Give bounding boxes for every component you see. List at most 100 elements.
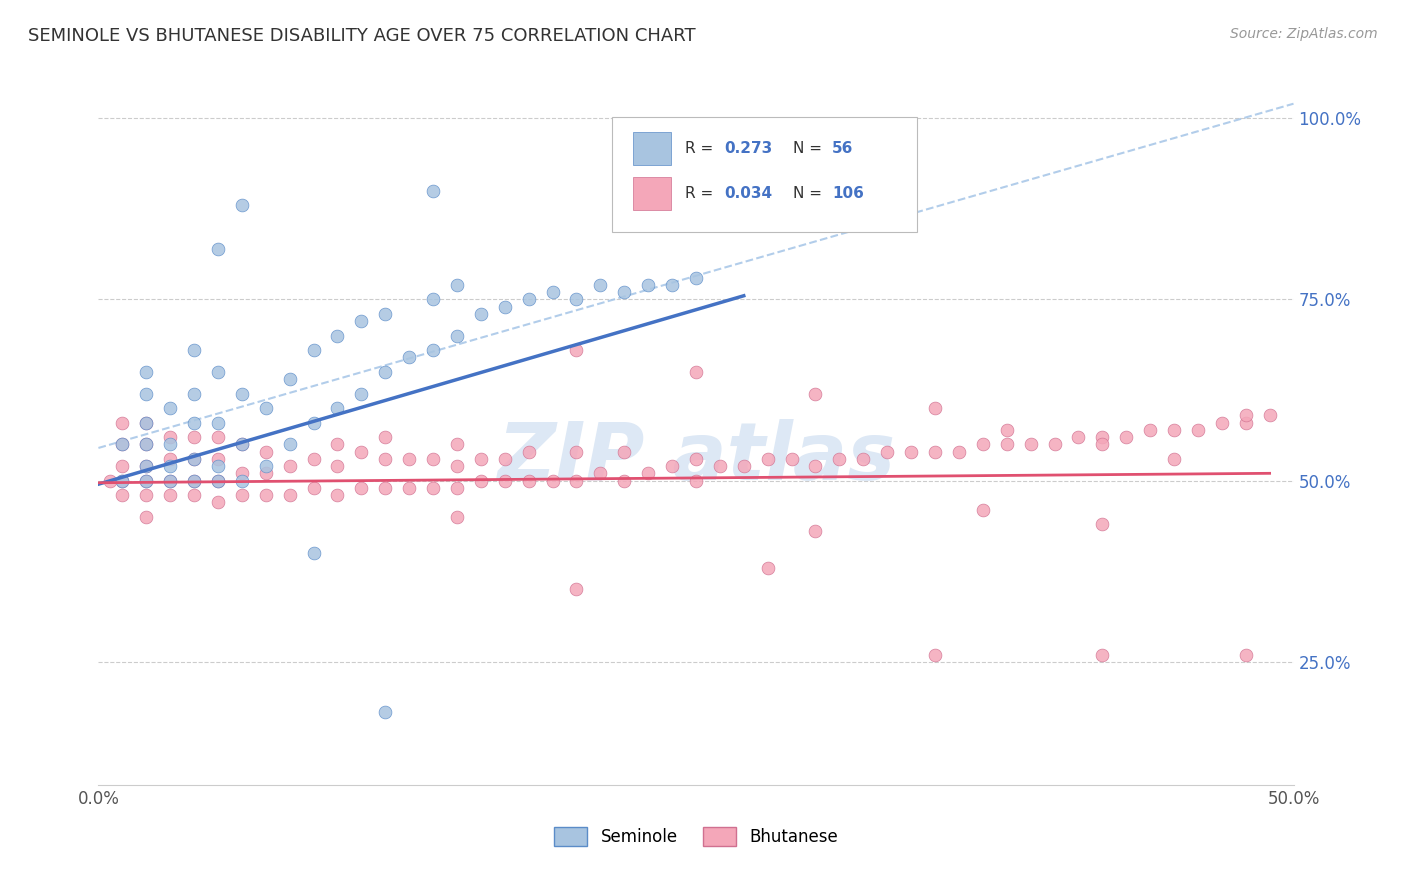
Point bbox=[207, 474, 229, 488]
Point bbox=[733, 458, 755, 473]
Point bbox=[135, 474, 157, 488]
Point bbox=[517, 474, 540, 488]
Point bbox=[231, 198, 253, 212]
Point bbox=[565, 343, 588, 358]
Text: N =: N = bbox=[793, 141, 827, 156]
Point bbox=[183, 430, 205, 444]
Point bbox=[254, 458, 277, 473]
Point bbox=[302, 451, 325, 466]
Point bbox=[159, 430, 181, 444]
Point bbox=[1019, 437, 1042, 451]
Point bbox=[231, 437, 253, 451]
Point bbox=[350, 314, 373, 328]
Point bbox=[183, 451, 205, 466]
Point bbox=[135, 458, 157, 473]
Point bbox=[948, 444, 970, 458]
Point bbox=[470, 474, 492, 488]
Point bbox=[159, 451, 181, 466]
Point bbox=[398, 451, 420, 466]
Point bbox=[111, 416, 134, 430]
Point bbox=[685, 451, 707, 466]
Point bbox=[446, 458, 468, 473]
Point bbox=[780, 451, 803, 466]
Point bbox=[254, 467, 277, 481]
Point bbox=[326, 488, 349, 502]
Point bbox=[470, 307, 492, 321]
Point bbox=[207, 458, 229, 473]
Point bbox=[995, 423, 1018, 437]
Point bbox=[1234, 648, 1257, 662]
Text: N =: N = bbox=[793, 186, 827, 201]
Point bbox=[207, 430, 229, 444]
Point bbox=[995, 437, 1018, 451]
Point bbox=[135, 488, 157, 502]
Point bbox=[565, 293, 588, 307]
Point bbox=[183, 416, 205, 430]
Point bbox=[135, 386, 157, 401]
Point bbox=[828, 451, 851, 466]
Point bbox=[326, 328, 349, 343]
Point bbox=[183, 343, 205, 358]
Point bbox=[374, 481, 396, 495]
Point bbox=[685, 365, 707, 379]
Point bbox=[470, 451, 492, 466]
Text: R =: R = bbox=[685, 141, 718, 156]
Point bbox=[494, 300, 516, 314]
FancyBboxPatch shape bbox=[613, 117, 917, 232]
Point bbox=[804, 386, 827, 401]
Text: 56: 56 bbox=[832, 141, 853, 156]
Point bbox=[111, 458, 134, 473]
Point bbox=[135, 416, 157, 430]
Point bbox=[613, 474, 636, 488]
Point bbox=[374, 430, 396, 444]
Point bbox=[350, 386, 373, 401]
Point bbox=[159, 401, 181, 416]
Point bbox=[924, 401, 946, 416]
Point bbox=[637, 277, 659, 292]
Point bbox=[135, 509, 157, 524]
Point bbox=[924, 444, 946, 458]
Point bbox=[111, 437, 134, 451]
Point bbox=[98, 474, 122, 488]
Legend: Seminole, Bhutanese: Seminole, Bhutanese bbox=[547, 821, 845, 853]
Point bbox=[398, 351, 420, 365]
Point bbox=[1258, 409, 1281, 423]
Point bbox=[207, 365, 229, 379]
Point bbox=[924, 648, 946, 662]
Point bbox=[972, 502, 994, 516]
Point bbox=[350, 444, 373, 458]
Point bbox=[541, 285, 564, 300]
Point bbox=[446, 481, 468, 495]
Point bbox=[278, 372, 301, 386]
Point bbox=[1091, 648, 1114, 662]
Point bbox=[326, 401, 349, 416]
Point bbox=[1187, 423, 1209, 437]
Point bbox=[111, 474, 134, 488]
Point bbox=[756, 560, 779, 574]
Point bbox=[422, 343, 444, 358]
Point bbox=[159, 474, 181, 488]
Text: 0.034: 0.034 bbox=[724, 186, 773, 201]
Point bbox=[446, 437, 468, 451]
Point bbox=[1234, 416, 1257, 430]
Point bbox=[231, 437, 253, 451]
Point bbox=[804, 524, 827, 539]
Point bbox=[1091, 430, 1114, 444]
Point bbox=[852, 451, 875, 466]
Point bbox=[422, 184, 444, 198]
Point bbox=[135, 437, 157, 451]
Point bbox=[709, 458, 731, 473]
Point bbox=[135, 416, 157, 430]
Point bbox=[661, 458, 683, 473]
Point bbox=[278, 437, 301, 451]
Point bbox=[278, 458, 301, 473]
Point bbox=[661, 277, 683, 292]
Point bbox=[613, 444, 636, 458]
Point bbox=[231, 467, 253, 481]
Point bbox=[756, 451, 779, 466]
Point bbox=[183, 474, 205, 488]
Point bbox=[231, 474, 253, 488]
Point bbox=[302, 481, 325, 495]
Point bbox=[302, 416, 325, 430]
Point bbox=[685, 474, 707, 488]
